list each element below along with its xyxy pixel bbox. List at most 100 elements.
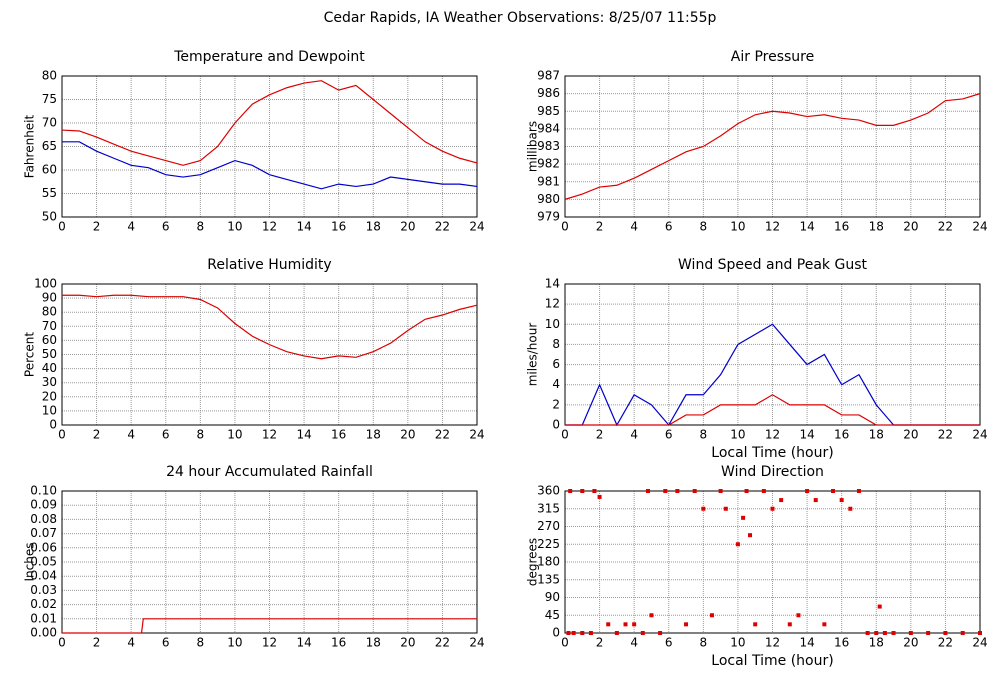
x-tick-label: 18 xyxy=(869,636,884,650)
x-tick-label: 18 xyxy=(366,220,381,234)
chart-title: Temperature and Dewpoint xyxy=(173,49,365,65)
x-tick-label: 14 xyxy=(799,220,814,234)
x-tick-label: 16 xyxy=(331,220,346,234)
y-axis-label: Inches xyxy=(23,543,37,582)
scatter-point xyxy=(960,631,965,635)
x-tick-label: 20 xyxy=(400,428,415,442)
scatter-point xyxy=(684,622,689,627)
y-tick-label: 100 xyxy=(34,277,57,291)
y-tick-label: 65 xyxy=(42,139,57,153)
y-tick-label: 0.00 xyxy=(30,626,57,640)
y-tick-label: 270 xyxy=(537,519,560,533)
scatter-point xyxy=(926,631,931,635)
x-tick-label: 24 xyxy=(972,220,987,234)
x-tick-label: 20 xyxy=(903,428,918,442)
scatter-point xyxy=(822,622,827,627)
y-tick-label: 90 xyxy=(545,590,560,604)
series-line xyxy=(565,394,980,426)
scatter-point xyxy=(568,489,573,493)
scatter-point xyxy=(882,631,887,635)
scatter-point xyxy=(606,622,611,627)
y-tick-label: 225 xyxy=(537,537,560,551)
chart-title: Relative Humidity xyxy=(207,257,331,273)
x-tick-label: 6 xyxy=(665,220,673,234)
scatter-point xyxy=(640,631,645,635)
x-tick-label: 0 xyxy=(561,636,569,650)
y-axis-label: miles/hour xyxy=(526,323,540,387)
x-tick-label: 14 xyxy=(799,428,814,442)
x-tick-label: 12 xyxy=(262,636,277,650)
x-tick-label: 16 xyxy=(834,428,849,442)
x-tick-label: 12 xyxy=(262,220,277,234)
y-tick-label: 982 xyxy=(537,157,560,171)
x-tick-label: 16 xyxy=(331,428,346,442)
chart-title: Wind Speed and Peak Gust xyxy=(678,257,867,273)
y-tick-label: 0.02 xyxy=(30,597,57,611)
plot-frame xyxy=(564,490,981,634)
y-tick-label: 0 xyxy=(49,418,57,432)
x-tick-label: 24 xyxy=(972,636,987,650)
scatter-point xyxy=(646,489,650,493)
y-axis-label: millibars xyxy=(526,121,540,172)
scatter-point xyxy=(831,489,836,493)
y-tick-label: 12 xyxy=(545,297,560,311)
scatter-point xyxy=(692,489,697,493)
scatter-point xyxy=(580,631,585,635)
y-tick-label: 980 xyxy=(537,192,560,206)
scatter-point xyxy=(856,489,861,493)
scatter-point xyxy=(701,506,706,511)
y-tick-label: 80 xyxy=(42,305,57,319)
scatter-point xyxy=(723,506,728,511)
x-tick-label: 22 xyxy=(938,220,953,234)
y-tick-label: 75 xyxy=(42,92,57,106)
chart-title: 24 hour Accumulated Rainfall xyxy=(166,464,373,480)
scatter-point xyxy=(748,533,753,538)
x-tick-label: 20 xyxy=(400,636,415,650)
scatter-point xyxy=(839,498,844,503)
y-tick-label: 985 xyxy=(537,104,560,118)
scatter-point xyxy=(865,631,870,635)
scatter-point xyxy=(623,622,628,627)
y-tick-label: 40 xyxy=(42,361,57,375)
y-tick-label: 55 xyxy=(42,186,57,200)
x-tick-label: 6 xyxy=(162,428,170,442)
y-tick-label: 0.09 xyxy=(30,498,57,512)
y-tick-label: 315 xyxy=(537,501,560,515)
scatter-point xyxy=(753,622,758,627)
x-tick-label: 0 xyxy=(58,636,66,650)
plot-frame xyxy=(61,283,478,426)
y-tick-label: 0 xyxy=(552,626,560,640)
x-tick-label: 14 xyxy=(296,636,311,650)
x-tick-label: 4 xyxy=(630,636,638,650)
x-tick-label: 8 xyxy=(700,636,708,650)
scatter-point xyxy=(663,489,668,493)
y-tick-label: 50 xyxy=(42,347,57,361)
x-tick-label: 10 xyxy=(227,636,242,650)
scatter-point xyxy=(805,489,810,493)
y-tick-label: 986 xyxy=(537,86,560,100)
scatter-point xyxy=(614,631,619,635)
x-tick-label: 12 xyxy=(765,636,780,650)
x-tick-label: 20 xyxy=(903,636,918,650)
x-tick-label: 4 xyxy=(127,636,135,650)
scatter-point xyxy=(718,489,723,493)
x-tick-label: 10 xyxy=(730,636,745,650)
scatter-point xyxy=(649,613,654,618)
x-tick-label: 6 xyxy=(665,636,673,650)
scatter-point xyxy=(813,498,818,503)
y-tick-label: 80 xyxy=(42,69,57,83)
x-tick-label: 0 xyxy=(561,220,569,234)
y-axis-label: degrees xyxy=(526,538,540,586)
y-tick-label: 987 xyxy=(537,69,560,83)
y-tick-label: 6 xyxy=(552,357,560,371)
y-tick-label: 60 xyxy=(42,333,57,347)
x-tick-label: 12 xyxy=(262,428,277,442)
y-axis-label: Fahrenheit xyxy=(23,114,37,178)
scatter-point xyxy=(597,494,602,499)
x-tick-label: 16 xyxy=(834,636,849,650)
y-axis-label: Percent xyxy=(23,332,37,377)
x-tick-label: 4 xyxy=(127,220,135,234)
y-tick-label: 0 xyxy=(552,418,560,432)
scatter-point xyxy=(943,631,948,635)
